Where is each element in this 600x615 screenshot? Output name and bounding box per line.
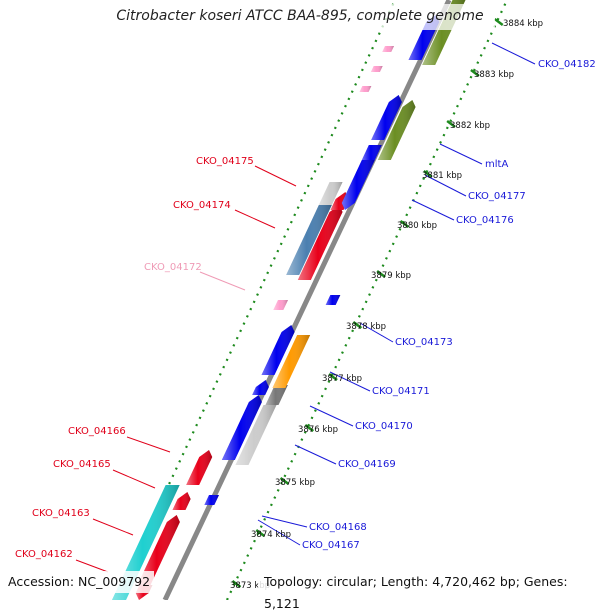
major-tick [328,373,338,381]
gene-label-cko-04176[interactable]: CKO_04176 [456,215,514,226]
gene-label-cko-04166[interactable]: CKO_04166 [68,426,126,437]
major-tick [304,424,315,432]
label-connector [112,469,156,489]
kbp-label: 3873 kbp [230,581,270,591]
label-connector [234,209,276,229]
gene-label-cko-04177[interactable]: CKO_04177 [468,191,526,202]
gene-cko-04169-block-shading [221,395,262,460]
gene-label-cko-04171[interactable]: CKO_04171 [372,386,430,397]
gene-label-cko-04162[interactable]: CKO_04162 [15,549,73,560]
gene-label-cko-04172[interactable]: CKO_04172 [144,262,202,273]
gene-cko-04168-small-shading [325,295,341,305]
gene-label-cko-04175[interactable]: CKO_04175 [196,156,254,167]
backbone-line [162,0,452,600]
gene-cko-04163-arrow-shading [137,515,180,585]
label-connector [411,199,455,221]
kbp-label: 3878 kbp [346,322,386,332]
label-connector [257,519,301,546]
gene-cko-04177-block-shading [371,95,402,140]
gene-cko-04177-small-shading [361,145,382,160]
kbp-label: 3877 kbp [322,374,362,384]
kbp-label: 3880 kbp [397,221,437,231]
gene-label-mlta[interactable]: mltA [485,159,508,170]
label-connector [439,143,483,165]
kbp-label: 3874 kbp [251,530,291,540]
gene-mlta-block-shading [377,100,416,160]
gene-label-cko-04173[interactable]: CKO_04173 [395,337,453,348]
gene-cko-04174-blue-shading [286,205,332,275]
gene-cko-04173-block-shading [261,325,295,375]
minus-strand-labels: CKO_04175 CKO_04174 CKO_04172 CKO_04166 … [15,156,254,560]
gene-label-cko-04169[interactable]: CKO_04169 [338,459,396,470]
kbp-label: 3876 kbp [298,425,338,435]
kbp-label: 3879 kbp [371,271,411,281]
accession-label: Accession: NC_009792 [4,571,155,593]
kbp-label: 3875 kbp [275,478,315,488]
major-tick [376,270,386,278]
major-tick [399,220,410,228]
gene-label-cko-04168[interactable]: CKO_04168 [309,522,367,533]
major-tick [446,120,456,128]
gene-label-cko-04167[interactable]: CKO_04167 [302,540,360,551]
major-tick [352,321,363,329]
label-connector [491,42,536,65]
label-connector [359,322,394,343]
kbp-label: 3882 kbp [450,121,490,131]
gene-cko-04172-block-shading [273,300,288,310]
major-tick [493,18,504,26]
label-connector [126,436,171,453]
gene-cko-04166-block-shading [186,450,213,485]
kbp-label: 3884 kbp [503,19,543,29]
label-connector [254,165,297,187]
gene-label-cko-04174[interactable]: CKO_04174 [173,200,231,211]
gene-cko-04170-grey-shading [265,385,288,405]
map-title: Citrobacter koseri ATCC BAA-895, complet… [116,8,484,24]
gene-cko-04170-block-shading [252,380,269,395]
major-tick [279,477,290,485]
plus-strand-labels: CKO_04182 mltA CKO_04177 CKO_04176 CKO_0… [302,59,596,551]
label-connector [294,444,337,465]
gene-pink-small-1-shading [382,46,395,52]
gene-label-cko-04165[interactable]: CKO_04165 [53,459,111,470]
label-connector [261,515,308,528]
major-tick [231,580,242,588]
gene-pink-small-2-shading [370,66,383,72]
label-connector [329,371,371,392]
label-connector [424,174,467,197]
gene-cko-04167-small-shading [204,495,219,505]
genome-map: 3884 kbp 3883 kbp 3882 kbp 3881 kbp 3880… [15,0,596,600]
label-connector [75,559,109,573]
label-connector [199,271,246,291]
gene-label-cko-04170[interactable]: CKO_04170 [355,421,413,432]
major-tick [255,529,266,537]
gene-features [112,0,466,600]
gene-cko-04171-block-shading [272,335,311,388]
major-ticks [231,18,504,588]
gene-cko-04175-block-shading [318,182,343,205]
major-tick [423,170,433,178]
topology-summary: Topology: circular; Length: 4,720,462 bp… [258,571,600,611]
gene-label-cko-04163[interactable]: CKO_04163 [32,508,90,519]
kbp-labels: 3884 kbp 3883 kbp 3882 kbp 3881 kbp 3880… [230,19,543,591]
kbp-label: 3881 kbp [422,171,462,181]
gene-pink-small-3-shading [359,86,372,92]
gene-cko-04176-block-shading [341,160,375,210]
gene-cko-04174-block-shading [297,205,343,280]
gene-cko-04169-grey-shading [235,405,277,465]
label-connector [92,518,134,536]
label-connector [309,405,354,427]
label-connectors [75,42,536,573]
gene-label-cko-04182[interactable]: CKO_04182 [538,59,596,70]
title-backdrop [95,4,495,30]
kbp-label: 3883 kbp [474,70,514,80]
gene-cko-04165-block-shading [172,492,191,510]
major-tick [470,69,480,77]
